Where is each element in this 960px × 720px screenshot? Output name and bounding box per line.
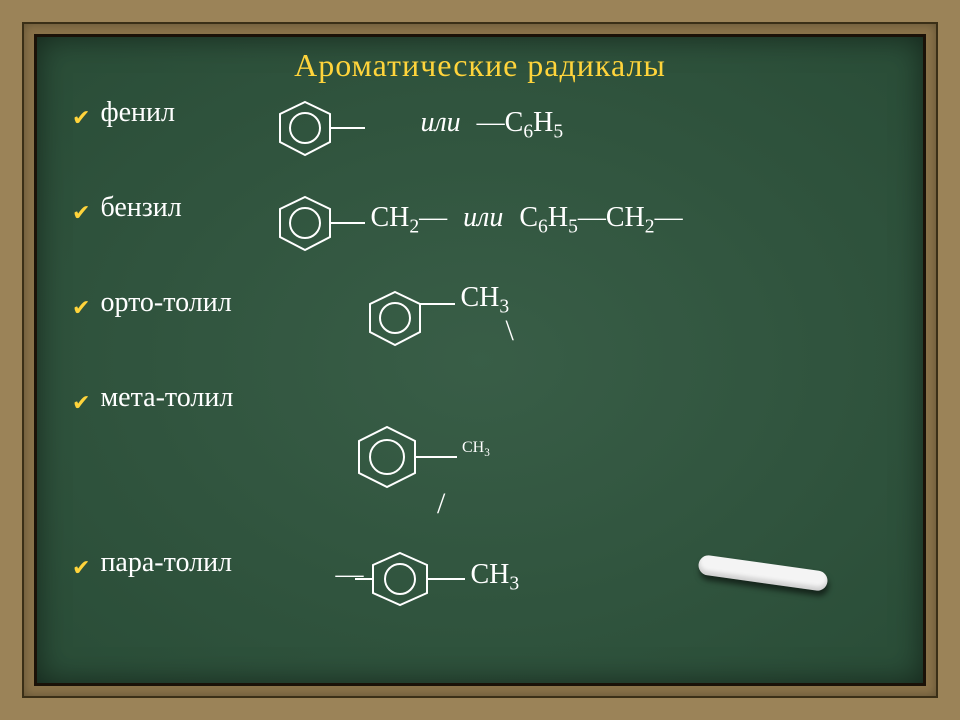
- formula-phenyl: —C6H5: [477, 107, 564, 144]
- or-text: или: [463, 202, 503, 234]
- check-icon: ✔: [72, 200, 90, 226]
- benzene-icon: [270, 97, 380, 175]
- bond-slash: /: [437, 487, 445, 521]
- row-meta-tolyl: ✔ мета-толил: [72, 382, 903, 416]
- formula-benzyl: C6H5—CH2—: [519, 202, 682, 239]
- check-icon: ✔: [72, 555, 90, 581]
- label-meta-tolyl: мета-толил: [100, 382, 270, 414]
- ch2-group: CH2—: [370, 202, 447, 239]
- label-benzyl: бензил: [100, 192, 270, 224]
- check-icon: ✔: [72, 295, 90, 321]
- ortho-substituent: CH3 \: [460, 282, 509, 319]
- ch3-group: CH3: [470, 559, 519, 596]
- ch3-group: CH3: [460, 282, 509, 313]
- check-icon: ✔: [72, 390, 90, 416]
- benzene-icon: [270, 192, 370, 270]
- chalkboard-frame-inner: Ароматические радикалы ✔ фенил или —C6H5: [22, 22, 938, 698]
- benzene-icon: [360, 287, 460, 365]
- row-para-tolyl: ✔ пара-толил — CH3: [72, 547, 903, 625]
- check-icon: ✔: [72, 105, 90, 131]
- chalkboard: Ароматические радикалы ✔ фенил или —C6H5: [34, 34, 926, 686]
- or-text: или: [420, 107, 460, 139]
- row-benzyl: ✔ бензил CH2— или C6H5—CH2—: [72, 192, 903, 270]
- label-para-tolyl: пара-толил: [100, 547, 335, 579]
- meta-tolyl-structure: CH3 /: [347, 417, 467, 512]
- ch3-group: CH3: [462, 439, 490, 459]
- label-phenyl: фенил: [100, 97, 270, 129]
- chalkboard-frame-outer: Ароматические радикалы ✔ фенил или —C6H5: [0, 0, 960, 720]
- row-ortho-tolyl: ✔ орто-толил CH3 \: [72, 287, 903, 365]
- benzene-icon: [347, 417, 467, 507]
- slide-title: Ароматические радикалы: [37, 47, 923, 84]
- row-phenyl: ✔ фенил или —C6H5: [72, 97, 903, 175]
- bond-slash: \: [505, 314, 513, 348]
- benzene-icon: [355, 547, 485, 625]
- label-ortho-tolyl: орто-толил: [100, 287, 360, 319]
